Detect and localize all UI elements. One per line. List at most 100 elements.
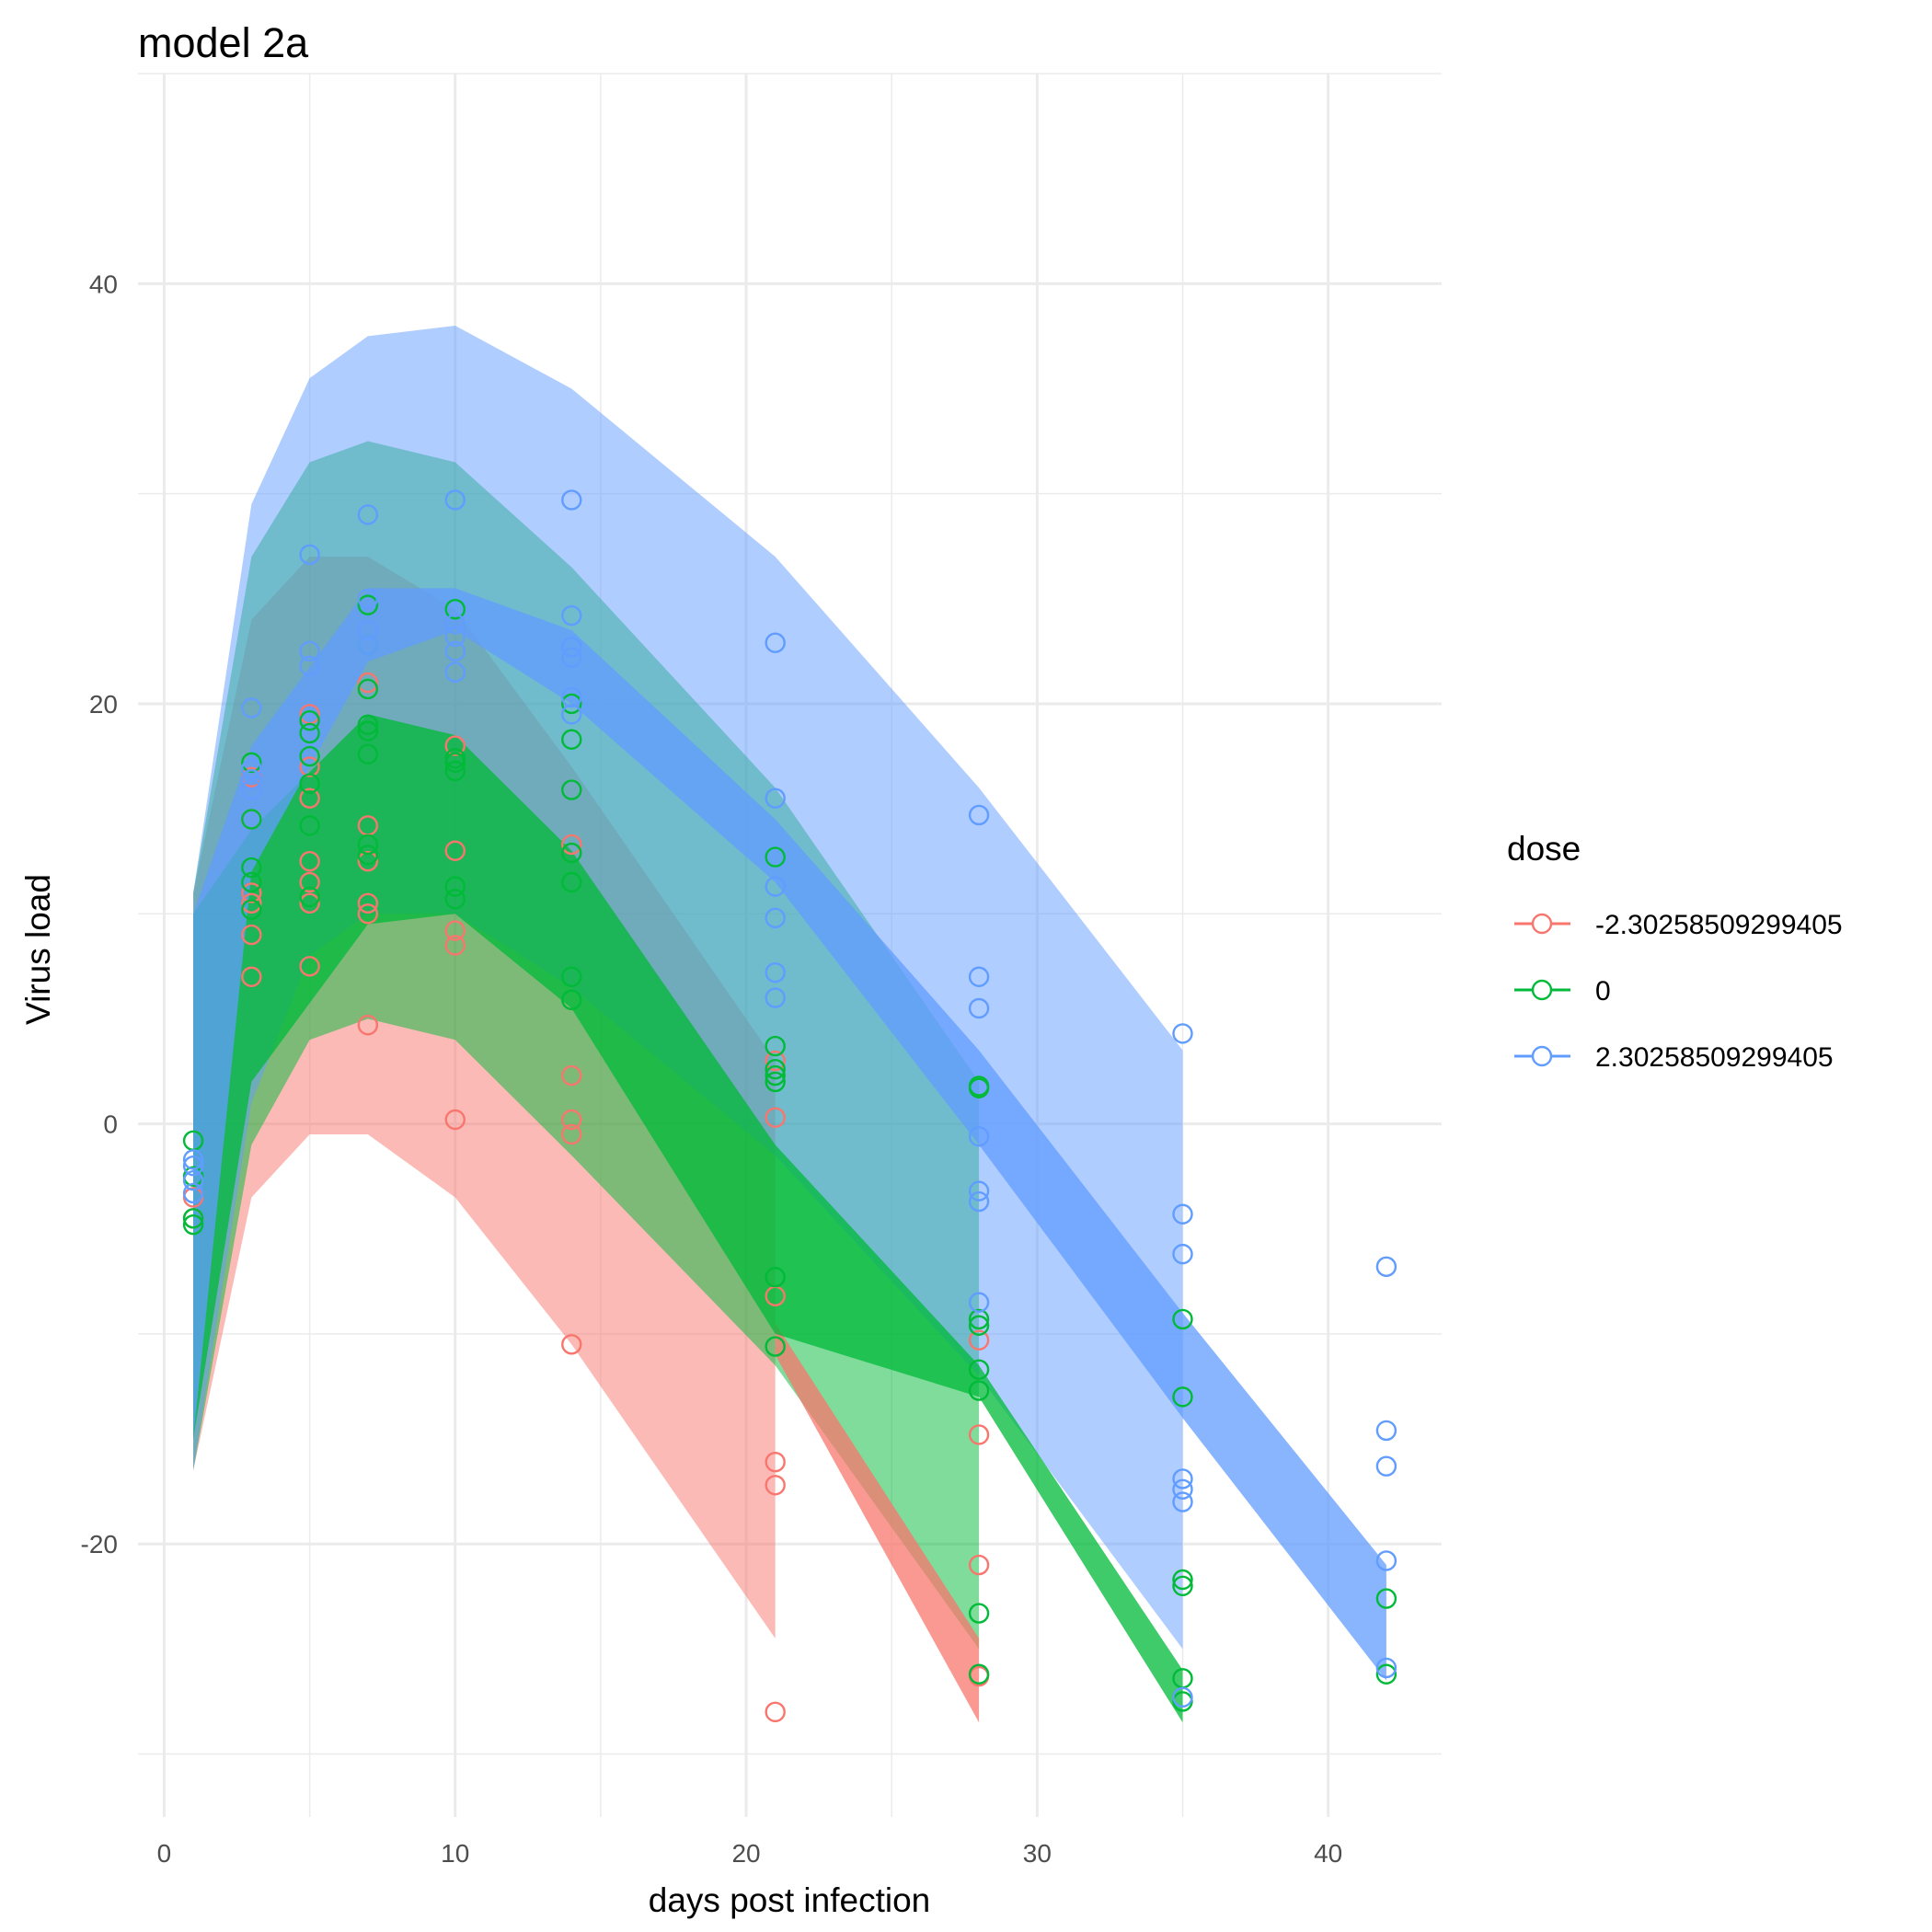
data-point-series-1 (1375, 1588, 1397, 1609)
data-point-series-1 (444, 889, 466, 910)
y-tick-label: 20 (89, 690, 118, 719)
data-point-series-2 (968, 966, 990, 987)
data-point-series-1 (241, 857, 262, 879)
data-point-series-2 (765, 876, 786, 897)
data-point-series-1 (765, 1267, 786, 1288)
data-point-series-1 (299, 710, 320, 731)
data-point-series-1 (968, 1308, 990, 1330)
data-point-series-0 (299, 956, 320, 977)
data-point-series-2 (444, 640, 466, 662)
data-point-series-0 (357, 850, 379, 872)
data-point-series-0 (299, 756, 320, 777)
legend: dose -2.30258509299405 0 2.30258509299405 (1507, 830, 1843, 1073)
data-point-series-2 (765, 987, 786, 1008)
data-point-series-2 (968, 1190, 990, 1213)
data-point-series-1 (299, 886, 320, 908)
data-point-series-2 (561, 637, 582, 658)
data-point-series-1 (968, 1359, 990, 1380)
legend-key-point (1531, 1045, 1553, 1067)
x-tick-label: 20 (731, 1839, 760, 1868)
data-point-series-2 (1375, 1550, 1397, 1571)
data-point-series-1 (968, 1075, 990, 1097)
legend-label: 2.30258509299405 (1595, 1042, 1834, 1073)
legend-label: -2.30258509299405 (1595, 910, 1843, 940)
data-point-series-0 (357, 672, 379, 694)
data-point-series-2 (968, 1180, 990, 1202)
data-point-series-0 (561, 1123, 582, 1145)
data-point-series-2 (182, 1170, 204, 1191)
data-point-series-2 (1172, 1203, 1193, 1225)
data-point-series-1 (765, 1064, 786, 1087)
data-point-series-1 (299, 773, 320, 794)
data-point-series-1 (299, 722, 320, 744)
data-point-series-0 (299, 788, 320, 809)
data-point-series-2 (968, 804, 990, 826)
data-point-series-0 (444, 840, 466, 861)
data-point-series-1 (182, 1213, 204, 1236)
y-tick-label: -20 (81, 1530, 118, 1558)
data-point-series-1 (765, 1071, 786, 1093)
data-point-series-1 (299, 745, 320, 767)
y-tick-labels: -20 0 20 40 (81, 270, 118, 1558)
data-point-series-1 (357, 714, 379, 735)
data-point-series-1 (968, 1315, 990, 1336)
x-axis-title: days post infection (649, 1881, 930, 1919)
data-point-series-2 (444, 661, 466, 683)
data-point-series-1 (765, 1336, 786, 1357)
data-point-series-2 (357, 588, 379, 609)
data-point-series-2 (1375, 1256, 1397, 1278)
data-point-series-1 (765, 1059, 786, 1080)
data-point-series-0 (299, 871, 320, 893)
legend-key-point (1531, 913, 1553, 935)
data-point-series-2 (561, 489, 582, 511)
y-tick-label: 40 (89, 270, 118, 298)
data-point-series-0 (357, 903, 379, 925)
data-point-series-0 (444, 1109, 466, 1131)
data-points (182, 489, 1397, 1723)
data-point-series-2 (444, 489, 466, 511)
data-point-series-2 (357, 619, 379, 641)
data-point-series-1 (444, 748, 466, 769)
data-point-series-2 (444, 626, 466, 648)
data-point-series-2 (1172, 1468, 1193, 1489)
y-axis-title: Virus load (19, 874, 57, 1025)
data-point-series-2 (1375, 1657, 1397, 1679)
data-point-series-0 (561, 1064, 582, 1087)
data-point-series-0 (241, 924, 262, 946)
data-point-series-0 (765, 1107, 786, 1128)
data-point-series-2 (1172, 1023, 1193, 1044)
data-point-series-1 (357, 743, 379, 765)
data-point-series-0 (561, 1109, 582, 1131)
data-point-series-2 (241, 758, 262, 779)
data-point-series-1 (357, 678, 379, 700)
data-point-series-1 (968, 1603, 990, 1624)
data-point-series-0 (765, 1451, 786, 1473)
x-tick-label: 0 (157, 1839, 172, 1868)
data-point-series-1 (1172, 1386, 1193, 1408)
data-point-series-2 (357, 504, 379, 525)
x-tick-label: 30 (1023, 1839, 1052, 1868)
data-point-series-1 (357, 720, 379, 742)
data-point-series-0 (968, 1424, 990, 1445)
data-point-series-2 (241, 697, 262, 719)
data-point-series-0 (968, 1554, 990, 1576)
data-point-series-1 (299, 815, 320, 836)
data-point-series-0 (968, 1329, 990, 1351)
data-point-series-0 (357, 892, 379, 914)
data-point-series-1 (241, 899, 262, 920)
data-point-series-2 (968, 997, 990, 1019)
data-point-series-1 (1375, 1663, 1397, 1685)
data-point-series-2 (241, 779, 262, 800)
data-point-series-2 (182, 1182, 204, 1204)
data-point-series-1 (241, 871, 262, 893)
data-point-series-0 (444, 920, 466, 941)
data-point-series-2 (1375, 1420, 1397, 1442)
data-point-series-0 (241, 966, 262, 987)
legend-items: -2.30258509299405 0 2.30258509299405 (1514, 910, 1843, 1073)
data-point-series-2 (1172, 1243, 1193, 1265)
ribbon-inner-0 (775, 1323, 980, 1723)
data-point-series-0 (241, 882, 262, 903)
data-point-series-2 (182, 1149, 204, 1170)
data-point-series-1 (561, 871, 582, 893)
x-tick-labels: 0 10 20 30 40 (157, 1839, 1343, 1868)
